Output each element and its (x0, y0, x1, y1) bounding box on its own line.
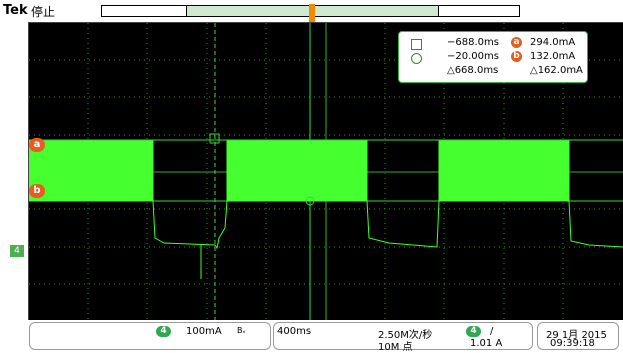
cursor-row-1: −688.0ms a 294.0mA (407, 37, 581, 51)
waveform-display[interactable] (28, 22, 623, 322)
record-length: 10M 点 (378, 342, 413, 353)
trigger-level: 1.01 A (470, 338, 503, 349)
cursor-crosshair-circle (305, 196, 315, 206)
timebase-panel[interactable]: 400ms 2.50M次/秒 10M 点 4 / 1.01 A (273, 322, 533, 353)
cursor2-time: −20.00ms (447, 51, 499, 62)
acquisition-status: 停止 (31, 5, 56, 19)
channel-panel[interactable]: 4 100mA Bᵥ (29, 322, 271, 350)
cursor-a-marker[interactable]: a (29, 138, 45, 152)
date-display: 29 1月 2015 (546, 330, 607, 341)
cursor-delta-value: △162.0mA (530, 65, 583, 76)
time-display: 09:39:18 (550, 338, 595, 349)
cursor-delta-row: △668.0ms △162.0mA (407, 65, 583, 79)
cursor-b-marker[interactable]: b (29, 184, 45, 198)
cursor-square-icon (411, 39, 422, 50)
datetime-panel: 29 1月 2015 09:39:18 (537, 322, 619, 350)
cursor-circle-icon (411, 53, 422, 64)
channel-4-ground-marker[interactable]: 4 (10, 245, 24, 257)
trigger-slope-icon: / (490, 326, 494, 337)
cursor-a-badge: a (511, 37, 522, 48)
cursor-readout-panel: −688.0ms a 294.0mA −20.00ms b 132.0mA △6… (398, 31, 588, 83)
cursor-row-2: −20.00ms b 132.0mA (407, 51, 581, 65)
cursor1-time: −688.0ms (447, 37, 499, 48)
cursor-delta-time: △668.0ms (447, 65, 499, 76)
status-bar: 4 100mA Bᵥ 400ms 2.50M次/秒 10M 点 4 / 1.01… (0, 320, 623, 353)
cursor1-value: 294.0mA (530, 37, 576, 48)
timebase-scale: 400ms (277, 326, 312, 337)
trigger-channel-badge: 4 (466, 326, 481, 337)
brand-logo: Tek (3, 3, 28, 18)
channel-4-badge: 4 (156, 326, 171, 337)
top-bar: Tek 停止 (0, 0, 623, 22)
cursor-crosshair-square (209, 133, 220, 144)
bandwidth-limit-icon: Bᵥ (237, 326, 246, 335)
sample-rate: 2.50M次/秒 (378, 330, 433, 341)
trigger-position-marker[interactable] (309, 4, 315, 22)
cursor2-value: 132.0mA (530, 51, 576, 62)
cursor-b-badge: b (511, 51, 522, 62)
channel-scale: 100mA (186, 326, 222, 337)
waveform-trace (28, 140, 623, 279)
